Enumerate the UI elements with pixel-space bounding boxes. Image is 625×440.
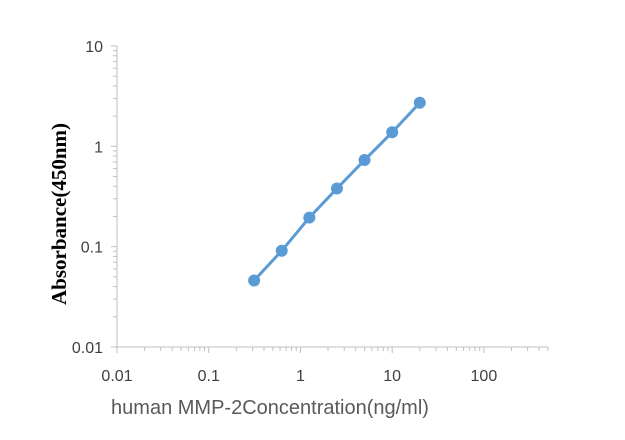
series-group (248, 96, 426, 287)
data-point (248, 274, 261, 287)
x-tick-label: 0.01 (101, 368, 132, 385)
data-point (275, 244, 288, 257)
x-tick-label: 100 (471, 368, 498, 385)
y-tick-labels: 0.01 0.1 1 10 (72, 39, 103, 357)
data-point (303, 211, 316, 224)
data-point (413, 96, 426, 109)
y-tick-label: 0.01 (72, 340, 103, 357)
y-axis: 0.01 0.1 1 10 (72, 39, 118, 357)
x-tick-label: 0.1 (198, 368, 220, 385)
x-axis-label: human MMP-2Concentration(ng/ml) (111, 397, 429, 419)
data-point (358, 154, 371, 167)
y-tick-label: 1 (94, 139, 103, 156)
x-ticks (116, 347, 549, 353)
y-tick-label: 0.1 (81, 240, 103, 257)
x-tick-labels: 0.01 0.1 1 10 100 (101, 368, 497, 385)
y-axis-label: Absorbance(450nm) (47, 123, 71, 305)
x-axis: 0.01 0.1 1 10 100 (101, 346, 549, 385)
data-point (386, 126, 399, 139)
x-tick-label: 1 (296, 368, 305, 385)
y-tick-label: 10 (85, 39, 103, 56)
y-ticks (111, 45, 117, 348)
data-point (330, 182, 343, 195)
x-tick-label: 10 (383, 368, 401, 385)
